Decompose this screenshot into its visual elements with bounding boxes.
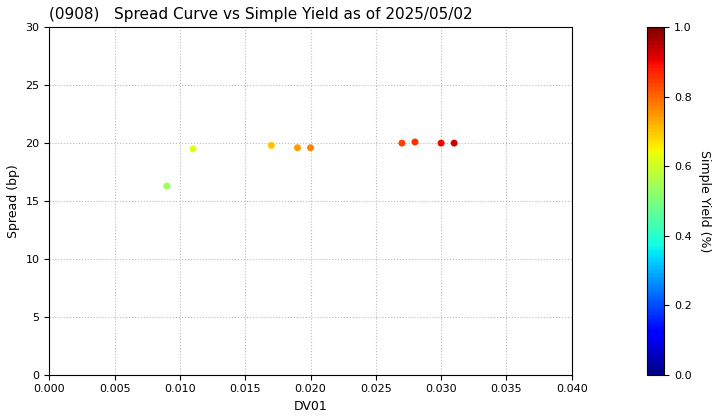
Point xyxy=(266,142,277,149)
Point xyxy=(409,139,420,145)
Y-axis label: Spread (bp): Spread (bp) xyxy=(7,164,20,238)
Point xyxy=(449,140,460,147)
Point xyxy=(292,144,303,151)
Text: (0908)   Spread Curve vs Simple Yield as of 2025/05/02: (0908) Spread Curve vs Simple Yield as o… xyxy=(50,7,473,22)
X-axis label: DV01: DV01 xyxy=(294,400,328,413)
Y-axis label: Simple Yield (%): Simple Yield (%) xyxy=(698,150,711,252)
Point xyxy=(187,146,199,152)
Point xyxy=(436,140,447,147)
Point xyxy=(161,183,173,189)
Point xyxy=(305,144,316,151)
Point xyxy=(396,140,408,147)
